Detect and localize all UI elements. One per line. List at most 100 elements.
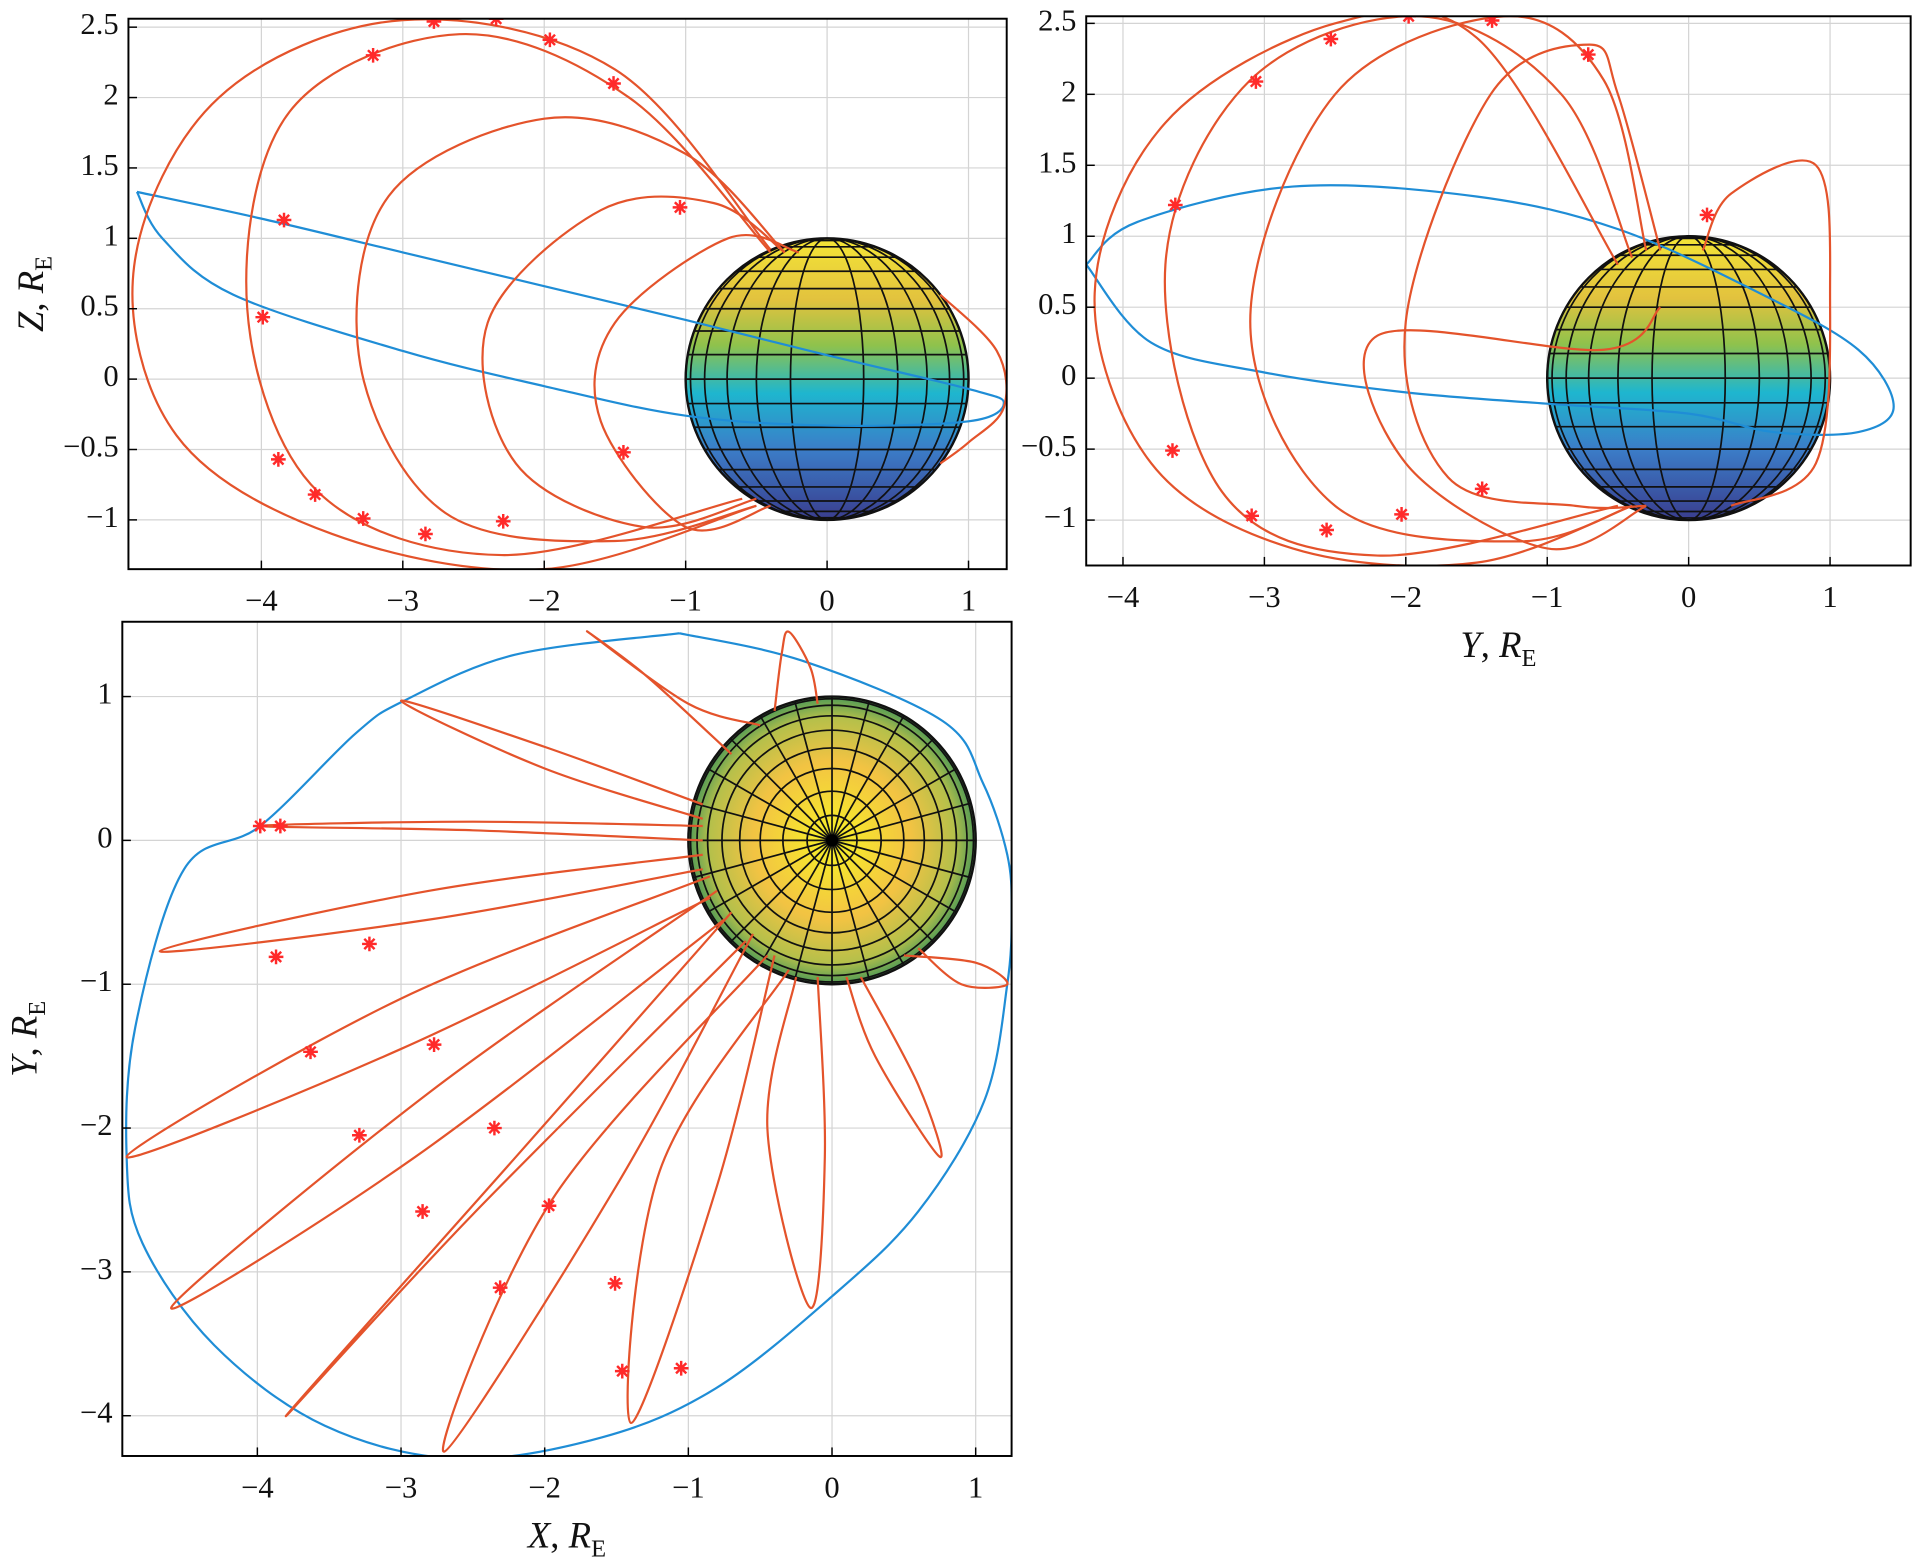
frame <box>121 620 1013 1457</box>
trajectory <box>1249 16 1648 543</box>
x-tick-label: −1 <box>672 1470 705 1504</box>
trajectory <box>585 630 761 755</box>
earth-meridian <box>831 839 935 943</box>
axis-label-unit: R <box>568 1515 591 1556</box>
marker <box>418 526 433 542</box>
earth-meridian <box>831 738 935 841</box>
earth-meridian <box>707 767 833 842</box>
marker <box>276 212 292 228</box>
earth-meridian <box>759 839 833 966</box>
earth-meridian <box>831 839 905 966</box>
y-tick-label: 1 <box>103 218 118 252</box>
y-tick-label: 2 <box>1061 74 1076 108</box>
earth-meridian <box>794 701 833 841</box>
trajectory <box>399 699 704 820</box>
x-tick-label: −4 <box>245 583 278 617</box>
x-tick-label: −3 <box>385 1470 418 1504</box>
marker <box>362 936 377 952</box>
axis-label-sep: , <box>10 293 51 311</box>
x-tick-label: 0 <box>819 583 834 617</box>
marker <box>1319 522 1334 538</box>
earth <box>687 695 977 986</box>
marker <box>273 818 288 834</box>
marker <box>268 949 284 965</box>
earth <box>1546 235 1832 522</box>
marker <box>355 511 371 526</box>
trajectory <box>1086 184 1895 436</box>
plot-content <box>122 621 1012 1456</box>
earth-meridian <box>831 715 905 841</box>
y-tick-label: 0 <box>97 820 112 854</box>
axis-label-sub: E <box>1522 645 1537 672</box>
x-tick-label: 0 <box>1681 580 1696 614</box>
trajectory <box>284 911 747 1418</box>
trajectory <box>481 195 786 529</box>
x-tick-label: −1 <box>669 583 702 617</box>
trajectory <box>845 976 943 1158</box>
trajectory <box>355 116 786 543</box>
axis-label-var: X <box>526 1515 552 1556</box>
marker <box>303 1044 318 1060</box>
earth-meridian <box>794 840 833 980</box>
axis-label-unit: R <box>4 1016 45 1039</box>
axis-label: Y, RE <box>4 1001 52 1077</box>
x-tick-label: 1 <box>968 1470 983 1504</box>
earth <box>684 237 970 522</box>
panel: −4 −3 −2 −1 0 1 −1 −0.5 0 0.5 1 1.5 2 2.5 Y, RE <box>1021 3 1912 672</box>
trajectory <box>903 947 1009 989</box>
marker <box>1699 207 1715 223</box>
y-tick-label: 1 <box>97 677 112 711</box>
x-tick-label: −3 <box>387 583 420 617</box>
marker <box>614 1363 630 1379</box>
marker <box>1323 31 1339 47</box>
y-tick-label: 2 <box>103 78 118 112</box>
trajectory <box>131 18 772 570</box>
trajectory <box>1362 306 1662 551</box>
y-tick-label: 0.5 <box>80 289 118 323</box>
y-tick-label: −1 <box>86 500 119 534</box>
earth-meridian <box>831 701 871 841</box>
axis-label-sep: , <box>1481 624 1499 665</box>
frame <box>127 17 1008 571</box>
trajectory <box>170 889 725 1310</box>
axis-label-unit: R <box>1498 624 1521 665</box>
axis-label-sub: E <box>24 1001 51 1016</box>
x-tick-label: −2 <box>528 1470 561 1504</box>
x-tick-label: 0 <box>824 1470 839 1504</box>
earth-meridian <box>729 839 833 943</box>
marker <box>307 487 323 502</box>
marker <box>673 1360 689 1376</box>
earth-meridian <box>707 839 833 914</box>
axis-label-sep: , <box>4 1038 45 1056</box>
marker <box>415 1204 430 1219</box>
trajectory <box>158 853 703 953</box>
axis-label-unit: R <box>10 271 51 294</box>
marker <box>616 444 631 460</box>
x-tick-label: −4 <box>1107 580 1140 614</box>
marker <box>1394 507 1409 522</box>
y-tick-label: −2 <box>80 1108 113 1142</box>
marker <box>1248 74 1264 89</box>
marker <box>542 32 558 48</box>
x-tick-label: −2 <box>528 583 561 617</box>
marker <box>252 818 268 834</box>
earth-meridian <box>759 715 833 841</box>
x-tick-label: −4 <box>241 1470 274 1504</box>
y-tick-label: 0 <box>1061 358 1076 392</box>
y-tick-label: −0.5 <box>63 430 118 464</box>
axis-label-var: Z <box>10 311 51 332</box>
trajectory <box>135 190 1005 427</box>
panel: −4 −3 −2 −1 0 1 −1 −0.5 0 0.5 1 1.5 2 2.5 Z, RE <box>10 7 1008 617</box>
trajectory <box>939 293 1007 465</box>
y-tick-label: −4 <box>80 1396 113 1430</box>
frame <box>1085 15 1912 567</box>
axis-label-sub: E <box>30 256 57 271</box>
earth-meridian <box>831 840 871 980</box>
marker <box>365 47 381 63</box>
marker <box>1474 481 1490 497</box>
marker <box>606 76 621 91</box>
x-tick-label: −3 <box>1248 580 1281 614</box>
marker <box>352 1127 367 1143</box>
y-tick-label: 2.5 <box>80 7 118 41</box>
